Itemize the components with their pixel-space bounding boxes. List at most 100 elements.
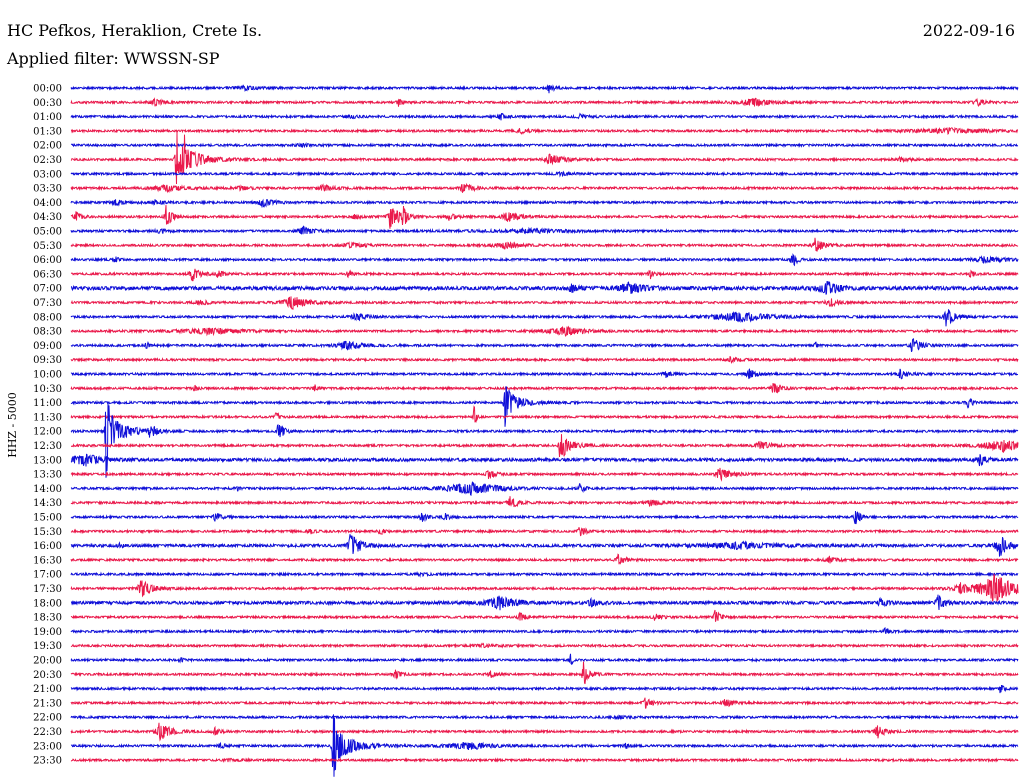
time-label: 05:30 [33, 241, 62, 252]
trace-2030 [70, 661, 1019, 685]
trace-2330 [70, 757, 1019, 763]
trace-0130 [70, 126, 1019, 135]
time-label: 15:30 [33, 527, 62, 538]
time-label: 08:30 [33, 327, 62, 338]
trace-0800 [70, 309, 1019, 327]
trace-0630 [70, 268, 1019, 282]
time-label: 06:30 [33, 269, 62, 280]
trace-2130 [70, 697, 1019, 709]
time-label: 17:00 [33, 570, 62, 581]
trace-0830 [70, 325, 1018, 337]
time-label: 10:00 [33, 370, 62, 381]
time-label: 14:30 [33, 498, 62, 509]
time-label: 16:30 [33, 555, 62, 566]
trace-1930 [70, 642, 1019, 649]
time-label: 12:00 [33, 427, 62, 438]
trace-2230 [70, 722, 1019, 742]
trace-0930 [70, 355, 1019, 364]
time-label-column: 00:00 00:30 01:00 01:30 02:00 02:30 03:00 03:30… [33, 84, 62, 767]
trace-1830 [70, 609, 1019, 622]
trace-0000 [70, 84, 1019, 94]
trace-0230 [70, 131, 1019, 185]
trace-1030 [70, 382, 1019, 394]
trace-1300 [70, 453, 1019, 467]
time-label: 14:00 [33, 484, 62, 495]
time-label: 18:00 [33, 598, 62, 609]
trace-0200 [70, 141, 1019, 149]
trace-1200 [70, 401, 1019, 478]
trace-group [70, 84, 1019, 777]
trace-2200 [70, 714, 1019, 721]
time-label: 03:30 [33, 184, 62, 195]
trace-0330 [70, 182, 1019, 194]
trace-0300 [70, 170, 1019, 178]
trace-1730 [70, 573, 1019, 602]
time-label: 03:00 [33, 169, 62, 180]
time-label: 07:30 [33, 298, 62, 309]
trace-1100 [70, 386, 1019, 427]
trace-0730 [70, 296, 1019, 310]
trace-0900 [70, 338, 1019, 352]
time-label: 11:00 [33, 398, 62, 409]
time-label: 13:30 [33, 470, 62, 481]
time-label: 19:30 [33, 641, 62, 652]
time-label: 04:30 [33, 212, 62, 223]
time-label: 02:00 [33, 141, 62, 152]
trace-0100 [70, 112, 1019, 121]
time-label: 09:30 [33, 355, 62, 366]
trace-0600 [70, 253, 1019, 267]
trace-0700 [70, 281, 1019, 295]
trace-1330 [70, 467, 1019, 482]
time-label: 22:00 [33, 713, 62, 724]
trace-1400 [70, 481, 1019, 497]
time-label: 02:30 [33, 155, 62, 166]
trace-1700 [70, 570, 1019, 578]
time-label: 23:30 [33, 756, 62, 767]
time-label: 16:00 [33, 541, 62, 552]
time-label: 04:00 [33, 198, 62, 209]
channel-scale-label: HHZ - 5000 [6, 392, 19, 458]
time-label: 08:00 [33, 312, 62, 323]
trace-1900 [70, 627, 1019, 635]
trace-1800 [70, 594, 1019, 611]
trace-1430 [70, 496, 1019, 508]
trace-2300 [70, 714, 1019, 777]
trace-0030 [70, 97, 1019, 108]
trace-1230 [71, 434, 1019, 458]
trace-0500 [70, 225, 1019, 235]
time-label: 23:00 [33, 741, 62, 752]
trace-0400 [70, 198, 1019, 208]
time-label: 01:30 [33, 126, 62, 137]
time-label: 22:30 [33, 727, 62, 738]
trace-0530 [70, 237, 1019, 252]
time-label: 11:30 [33, 412, 62, 423]
trace-1500 [70, 510, 1019, 525]
filter-label: Applied filter: WWSSN-SP [7, 49, 220, 68]
time-label: 18:30 [33, 613, 62, 624]
trace-1000 [70, 368, 1019, 380]
time-label: 19:00 [33, 627, 62, 638]
time-label: 21:30 [33, 698, 62, 709]
station-title: HC Pefkos, Heraklion, Crete Is. [7, 21, 263, 40]
time-label: 17:30 [33, 584, 62, 595]
date-label: 2022-09-16 [922, 21, 1015, 40]
trace-1630 [70, 553, 1019, 565]
time-label: 01:00 [33, 112, 62, 123]
time-label: 00:00 [33, 84, 62, 95]
time-label: 20:00 [33, 656, 62, 667]
trace-1130 [70, 405, 1019, 423]
time-label: 05:00 [33, 227, 62, 238]
time-label: 20:30 [33, 670, 62, 681]
trace-1530 [70, 527, 1019, 537]
trace-2100 [70, 684, 1019, 694]
time-label: 06:00 [33, 255, 62, 266]
time-label: 12:30 [33, 441, 62, 452]
time-label: 09:00 [33, 341, 62, 352]
time-label: 21:00 [33, 684, 62, 695]
time-label: 13:00 [33, 455, 62, 466]
time-label: 15:00 [33, 513, 62, 524]
trace-1600 [70, 534, 1019, 557]
time-label: 00:30 [33, 98, 62, 109]
